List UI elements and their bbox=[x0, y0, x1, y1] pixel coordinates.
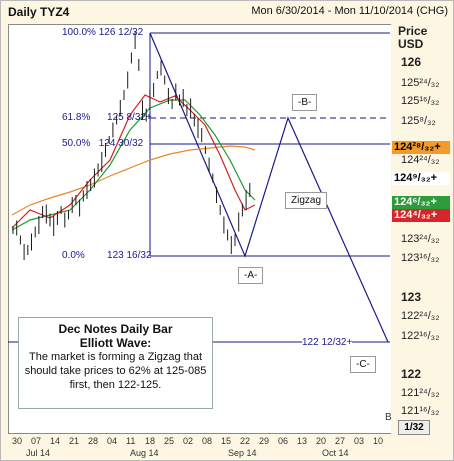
tick-label: 125¹⁶/₃₂ bbox=[401, 95, 440, 107]
price-bars bbox=[12, 31, 251, 260]
price-box-last: 124⁹/₃₂+ bbox=[392, 172, 450, 185]
x-tick-label: 14 bbox=[50, 436, 61, 446]
x-tick-label: 20 bbox=[316, 436, 327, 446]
tick-label: 123²⁴/₃₂ bbox=[401, 233, 440, 245]
month-label: Oct 14 bbox=[322, 448, 349, 458]
wave-label-b[interactable]: -B- bbox=[292, 94, 318, 111]
tick-label: 121¹⁶/₃₂ bbox=[401, 405, 440, 417]
x-tick-label: 28 bbox=[88, 436, 99, 446]
x-tick-label: 22 bbox=[240, 436, 251, 446]
x-tick-label: 04 bbox=[107, 436, 118, 446]
tick-label: 122²⁴/₃₂ bbox=[401, 310, 440, 322]
x-tick-label: 21 bbox=[69, 436, 80, 446]
analysis-note[interactable]: Dec Notes Daily Bar Elliott Wave: The ma… bbox=[18, 317, 213, 409]
price-box-orange: 124²⁸/₃₂+ bbox=[392, 141, 450, 154]
price-box-green: 124⁶/₃₂+ bbox=[392, 196, 450, 209]
wave-label-c[interactable]: -C- bbox=[350, 356, 376, 373]
b-marker: B bbox=[385, 412, 392, 423]
x-tick-label: 10 bbox=[373, 436, 384, 446]
date-range: Mon 6/30/2014 - Mon 11/10/2014 (CHG) bbox=[251, 5, 448, 17]
wave-label-zigzag[interactable]: Zigzag bbox=[285, 192, 328, 209]
x-tick-label: 25 bbox=[164, 436, 175, 446]
price-box-red: 124⁴/₃₂+ bbox=[392, 209, 450, 222]
fib-label-100: 100.0% 126 12/32 bbox=[62, 27, 144, 38]
note-subtitle: Elliott Wave: bbox=[79, 336, 152, 350]
x-tick-label: 03 bbox=[354, 436, 365, 446]
ma-red-line bbox=[11, 94, 256, 229]
tick-label: 123¹⁶/₃₂ bbox=[401, 252, 440, 264]
wave-label-a[interactable]: -A- bbox=[238, 267, 264, 284]
note-body: The market is forming a Zigzag that shou… bbox=[24, 351, 207, 391]
x-tick-label: 02 bbox=[183, 436, 194, 446]
month-label: Aug 14 bbox=[130, 448, 159, 458]
tick-label: 122 bbox=[401, 367, 422, 381]
x-tick-label: 13 bbox=[297, 436, 308, 446]
note-title: Dec Notes Daily Bar bbox=[58, 322, 173, 336]
fib-label-618: 61.8% 125 8/32+ bbox=[62, 112, 152, 123]
month-label: Jul 14 bbox=[26, 448, 51, 458]
x-tick-label: 07 bbox=[31, 436, 42, 446]
x-tick-label: 18 bbox=[145, 436, 156, 446]
x-tick-label: 08 bbox=[202, 436, 213, 446]
fib-label-50: 50.0% 124 30/32 bbox=[62, 138, 144, 149]
ma-orange-line bbox=[11, 145, 256, 216]
x-tick-label: 06 bbox=[278, 436, 289, 446]
price-axis-currency: USD bbox=[398, 37, 424, 51]
fib-label-0: 0.0% 123 16/32 bbox=[62, 250, 152, 261]
x-tick-label: 29 bbox=[259, 436, 270, 446]
tick-label: 121²⁴/₃₂ bbox=[401, 387, 440, 399]
x-tick-label: 30 bbox=[12, 436, 23, 446]
x-tick-label: 11 bbox=[126, 436, 136, 446]
tick-label: 122¹⁶/₃₂ bbox=[401, 330, 440, 342]
tick-label: 125²⁴/₃₂ bbox=[401, 77, 440, 89]
wave-path bbox=[149, 32, 389, 343]
target-price-label: 122 12/32+ bbox=[302, 337, 353, 348]
x-tick-label: 27 bbox=[335, 436, 346, 446]
tick-label: 123 bbox=[401, 290, 422, 304]
price-axis[interactable] bbox=[391, 24, 451, 434]
chart-title: Daily TYZ4 bbox=[8, 5, 70, 19]
x-tick-label: 15 bbox=[221, 436, 232, 446]
tick-label: 125⁸/₃₂ bbox=[401, 115, 436, 127]
price-axis-title: Price bbox=[398, 24, 428, 38]
month-label: Sep 14 bbox=[228, 448, 257, 458]
fraction-button[interactable]: 1/32 bbox=[398, 420, 430, 435]
tick-label: 126 bbox=[401, 55, 422, 69]
tick-label: 124²⁴/₃₂ bbox=[401, 154, 440, 166]
